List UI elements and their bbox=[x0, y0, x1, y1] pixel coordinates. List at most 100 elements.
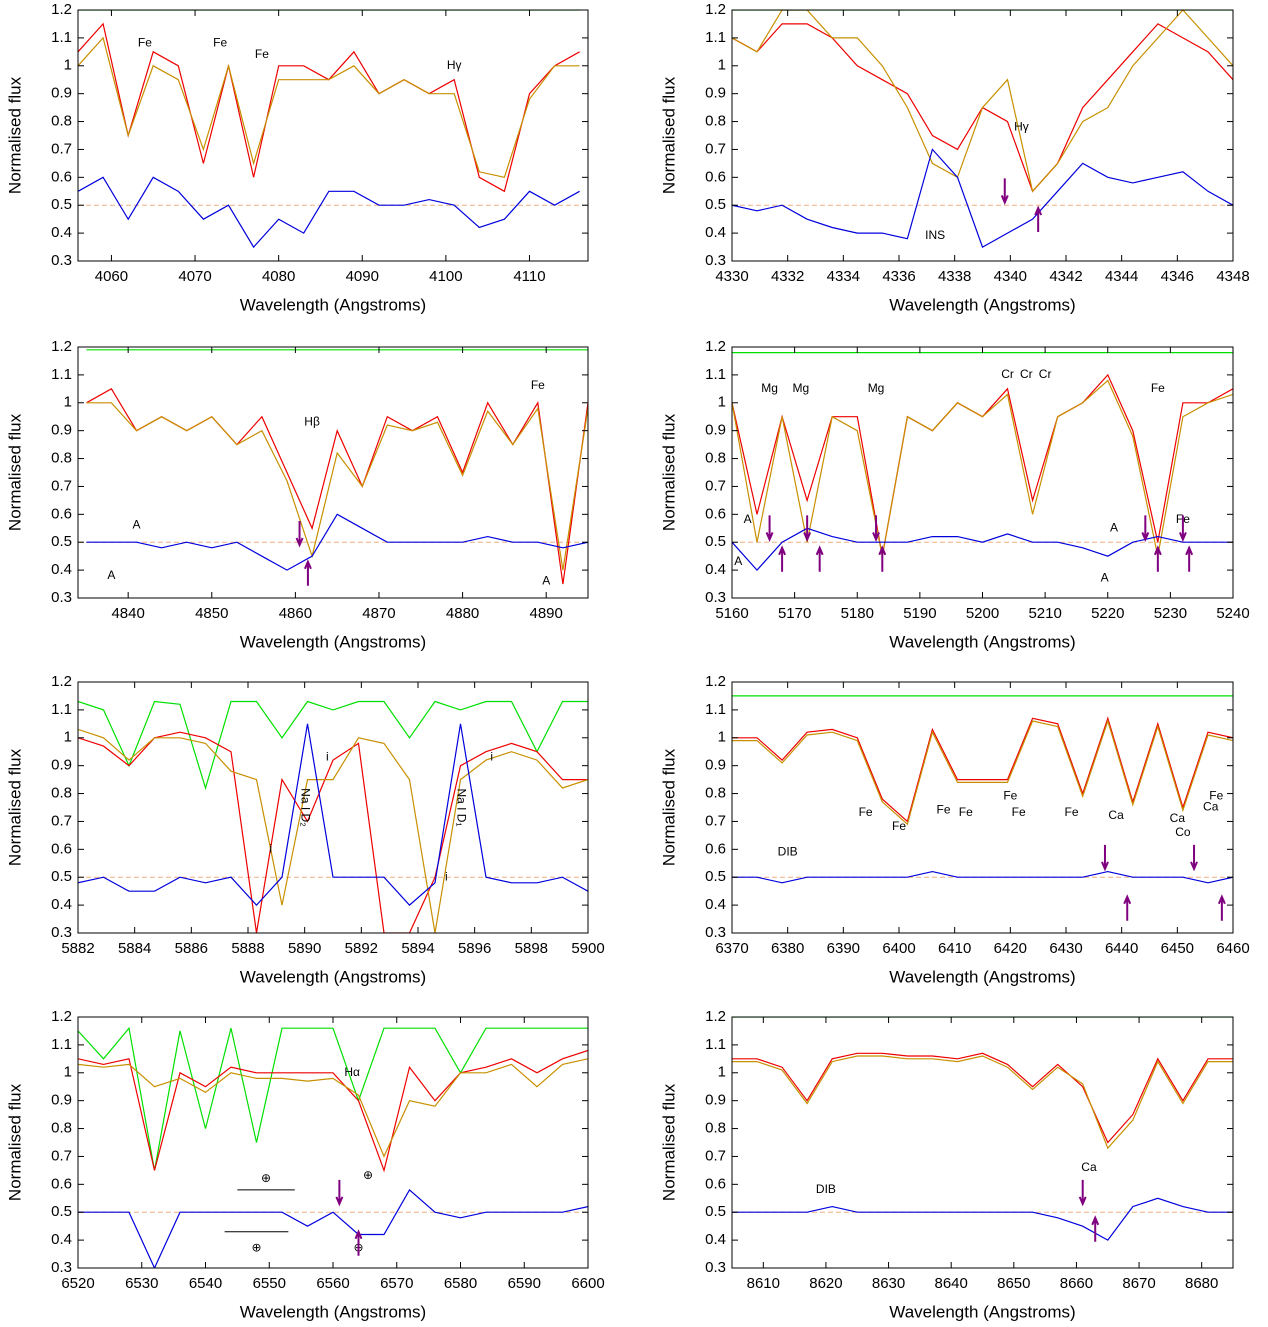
annotation: A bbox=[1101, 571, 1109, 585]
series-group bbox=[732, 1017, 1233, 1241]
x-tick-label: 6390 bbox=[827, 940, 860, 957]
annotation: ⊕ bbox=[261, 1171, 271, 1185]
x-tick-label: 4344 bbox=[1105, 268, 1138, 285]
series-group bbox=[732, 10, 1233, 248]
x-tick-label: 8610 bbox=[747, 1275, 780, 1292]
y-tick-label: 1 bbox=[718, 57, 726, 74]
y-tick-label: 0.4 bbox=[51, 896, 72, 913]
annotation: Fe bbox=[959, 805, 973, 819]
x-tick-label: 6540 bbox=[189, 1275, 222, 1292]
y-tick-label: 1 bbox=[64, 1064, 72, 1081]
annotation: i bbox=[490, 749, 493, 763]
annotation: Fe bbox=[1209, 789, 1223, 803]
spectrum-line bbox=[78, 1188, 588, 1268]
y-tick-label: 1.2 bbox=[51, 673, 72, 690]
plot-frame bbox=[77, 9, 589, 262]
spectrum-line bbox=[78, 731, 588, 933]
y-tick-label: 1 bbox=[718, 394, 726, 411]
series-group bbox=[732, 695, 1233, 884]
spectrum-line bbox=[78, 1026, 588, 1171]
y-tick-label: 0.8 bbox=[51, 1120, 72, 1137]
annotation: Hβ bbox=[304, 414, 320, 428]
y-tick-label: 0.6 bbox=[705, 840, 726, 857]
y-axis-label: Normalised flux bbox=[5, 413, 24, 531]
series-group bbox=[78, 10, 580, 249]
spectrum-line bbox=[78, 22, 580, 193]
x-tick-label: 6450 bbox=[1161, 940, 1194, 957]
y-tick-label: 0.3 bbox=[705, 924, 726, 941]
spectrum-line bbox=[86, 387, 588, 585]
x-tick-label: 5898 bbox=[515, 940, 548, 957]
x-axis-label: Wavelength (Angstroms) bbox=[889, 1302, 1075, 1321]
x-axis-label: Wavelength (Angstroms) bbox=[240, 967, 426, 986]
y-tick-label: 0.4 bbox=[705, 896, 726, 913]
annotation: Fe bbox=[1065, 805, 1079, 819]
y-tick-label: 0.6 bbox=[51, 168, 72, 185]
panel: 0.3 0.4 0.5 0.6 0.7 0.8 0.9 1 1.1 1.2 5882 5884 5886… bbox=[5, 673, 604, 987]
series-group bbox=[78, 700, 588, 933]
arrow bbox=[1101, 844, 1109, 872]
x-tick-label: 5888 bbox=[231, 940, 264, 957]
x-tick-label: 4348 bbox=[1216, 268, 1249, 285]
arrow bbox=[303, 559, 312, 586]
y-tick-label: 1 bbox=[718, 729, 726, 746]
y-tick-label: 0.5 bbox=[51, 868, 72, 885]
y-tick-label: 1 bbox=[64, 729, 72, 746]
y-tick-label: 1.2 bbox=[705, 673, 726, 690]
x-tick-label: 5190 bbox=[903, 605, 936, 622]
x-tick-label: 4332 bbox=[771, 268, 804, 285]
annotation: Fe bbox=[859, 805, 873, 819]
y-tick-label: 0.8 bbox=[51, 785, 72, 802]
annotation: Na I D₁ bbox=[454, 788, 468, 826]
arrow bbox=[803, 515, 812, 542]
plot-frame bbox=[77, 346, 589, 599]
y-tick-label: 0.7 bbox=[705, 140, 726, 157]
y-tick-label: 0.5 bbox=[51, 1203, 72, 1220]
y-axis-label: Normalised flux bbox=[659, 1083, 678, 1201]
y-tick-label: 1.1 bbox=[705, 366, 726, 383]
y-axis-label: Normalised flux bbox=[5, 748, 24, 866]
arrow bbox=[335, 1179, 344, 1207]
annotation: Na I D₂ bbox=[298, 788, 312, 827]
x-tick-label: 4860 bbox=[279, 605, 312, 622]
arrow bbox=[295, 521, 304, 548]
spectrum-line bbox=[78, 1058, 588, 1158]
annotation: A bbox=[133, 518, 141, 532]
plot-frame bbox=[77, 1016, 589, 1269]
annotation: Fe bbox=[1151, 381, 1165, 395]
y-tick-label: 0.9 bbox=[705, 1092, 726, 1109]
y-tick-label: 0.7 bbox=[705, 812, 726, 829]
y-tick-label: 0.4 bbox=[705, 1231, 726, 1248]
y-axis-label: Normalised flux bbox=[5, 1083, 24, 1201]
y-tick-label: 0.9 bbox=[51, 85, 72, 102]
annotation: Fe bbox=[138, 36, 152, 50]
y-tick-label: 0.7 bbox=[51, 477, 72, 494]
y-tick-label: 1.1 bbox=[51, 701, 72, 718]
x-tick-label: 6420 bbox=[994, 940, 1027, 957]
y-tick-label: 0.9 bbox=[705, 757, 726, 774]
annotation: i bbox=[326, 749, 329, 763]
annotation: Ca bbox=[1108, 808, 1124, 822]
spectrum-line bbox=[78, 723, 588, 906]
x-tick-label: 6460 bbox=[1216, 940, 1249, 957]
x-tick-label: 6570 bbox=[380, 1275, 413, 1292]
series-group bbox=[78, 1026, 588, 1268]
x-tick-label: 6410 bbox=[938, 940, 971, 957]
annotation: Hα bbox=[344, 1065, 360, 1079]
y-axis-label: Normalised flux bbox=[659, 76, 678, 194]
x-tick-label: 4110 bbox=[513, 268, 545, 285]
plot-frame bbox=[731, 1016, 1234, 1269]
annotation: Co bbox=[1175, 825, 1191, 839]
x-tick-label: 4338 bbox=[938, 268, 971, 285]
y-tick-label: 1.2 bbox=[705, 1, 726, 18]
y-axis-label: Normalised flux bbox=[5, 76, 24, 194]
spectrum-line bbox=[78, 1049, 588, 1173]
y-tick-label: 0.3 bbox=[51, 252, 72, 269]
x-tick-label: 4870 bbox=[362, 605, 395, 622]
x-tick-label: 5180 bbox=[841, 605, 874, 622]
x-tick-label: 4334 bbox=[827, 268, 860, 285]
y-tick-label: 0.4 bbox=[51, 1231, 72, 1248]
annotation: Hγ bbox=[447, 58, 462, 72]
x-tick-label: 8620 bbox=[809, 1275, 842, 1292]
x-tick-label: 5894 bbox=[401, 940, 434, 957]
